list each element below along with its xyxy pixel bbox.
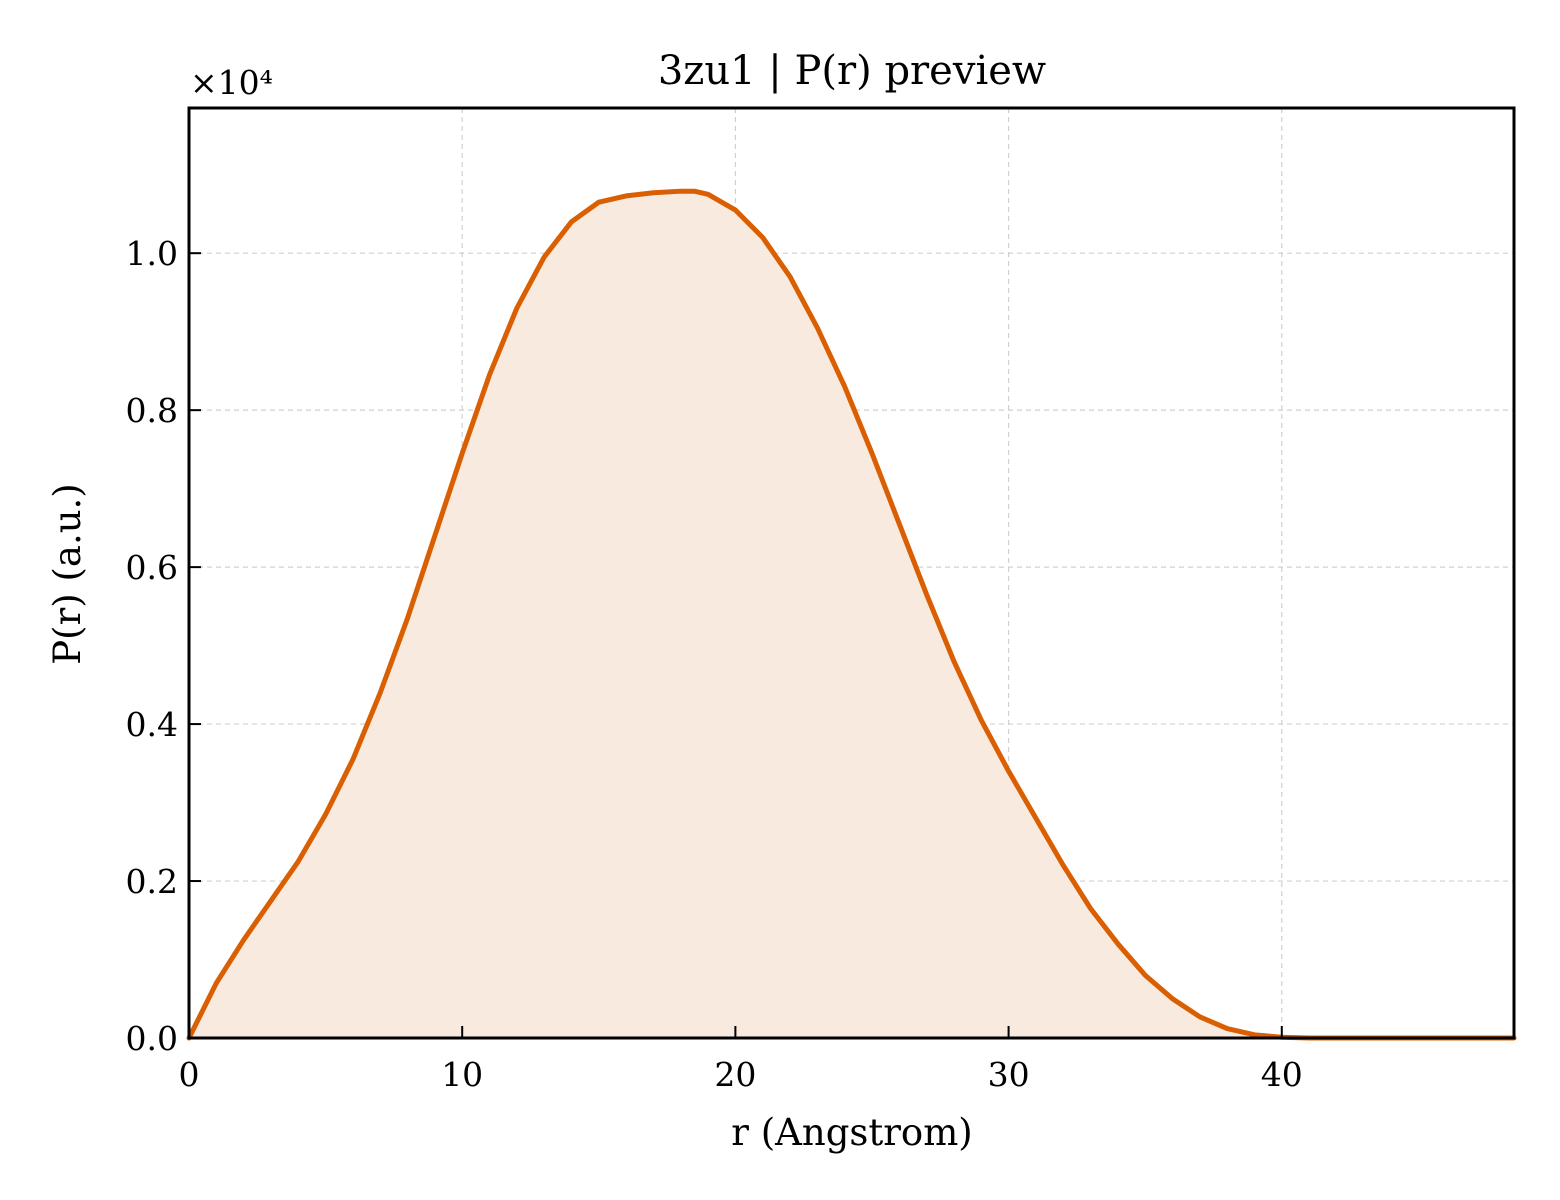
y-tick-label: 0.8 [126,391,178,430]
axis-ticks: 0 10 20 30 40 0.0 0.2 0.4 0.6 0.8 1.0 [126,234,1303,1094]
y-axis-label: P(r) (a.u.) [46,483,89,665]
x-axis-label: r (Angstrom) [731,1111,972,1154]
x-tick-label: 0 [179,1055,200,1094]
y-tick-label: 1.0 [126,234,178,273]
pr-area-fill [189,191,1514,1038]
x-tick-label: 40 [1261,1055,1303,1094]
y-tick-label: 0.4 [126,705,178,744]
y-tick-label: 0.6 [126,548,178,587]
y-offset-label: ×10⁴ [190,63,273,102]
x-tick-label: 20 [714,1055,756,1094]
x-tick-label: 10 [441,1055,483,1094]
x-tick-label: 30 [988,1055,1030,1094]
plot-frame [187,106,1516,1040]
y-tick-label: 0.2 [126,862,178,901]
chart-title: 3zu1 | P(r) preview [658,48,1046,94]
y-tick-label: 0.0 [126,1019,178,1058]
